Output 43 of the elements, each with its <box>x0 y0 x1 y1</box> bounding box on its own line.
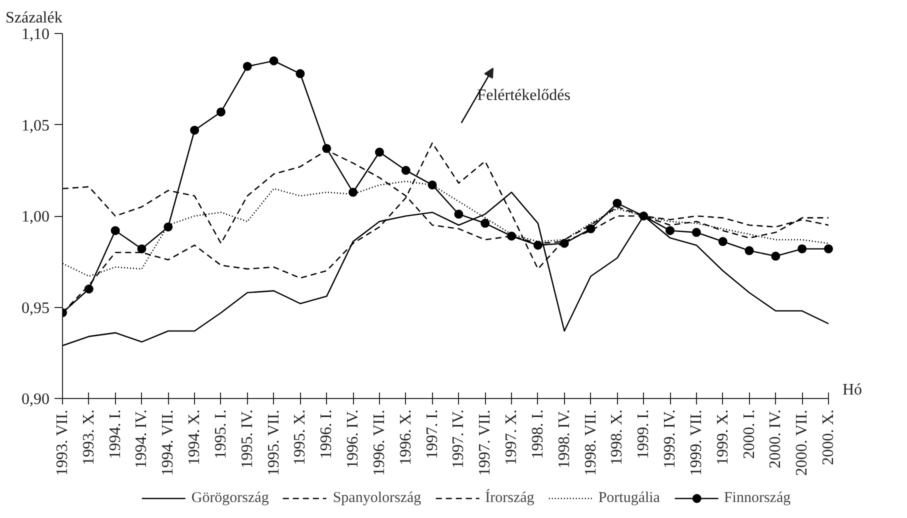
x-tick-label: 2000. X. <box>820 409 837 466</box>
legend-label: Finnország <box>724 490 791 506</box>
x-tick-label: 1993. VII. <box>54 410 71 476</box>
x-tick-label: 1995. I. <box>212 410 230 459</box>
legend-label: Írország <box>485 490 534 506</box>
x-tick-label: 1995. X. <box>292 409 309 466</box>
y-tick-label: 1,05 <box>22 117 50 134</box>
y-tick-label: 1,10 <box>22 26 50 43</box>
x-tick-label: 1995. IV. <box>238 409 256 468</box>
x-tick-label: 1998. X. <box>608 409 626 466</box>
x-tick-label: 1998. IV. <box>556 409 573 468</box>
legend-label: Spanyolország <box>332 490 422 506</box>
x-tick-label: 1993. X. <box>80 409 98 466</box>
x-tick-label: 1998. VII. <box>582 410 600 476</box>
x-tick-label: 1994. I. <box>106 410 124 459</box>
x-tick-label: 1997. VII. <box>476 410 494 476</box>
y-tick-label: 0,95 <box>22 300 50 317</box>
y-axis-title: Százalék <box>6 10 62 26</box>
x-tick-label: 1994. X. <box>186 409 204 466</box>
x-tick-label: 1999. VII. <box>688 410 705 476</box>
y-tick-label: 0,90 <box>22 391 50 408</box>
x-tick-label: 1998. I. <box>529 410 546 459</box>
x-tick-label: 1994. VII. <box>160 410 177 476</box>
x-tick-label: 1997. IV. <box>450 409 468 468</box>
annotation: Felértékelődés <box>477 87 570 104</box>
x-tick-label: 2000. IV. <box>767 409 784 468</box>
y-tick-label: 1,00 <box>22 208 50 226</box>
x-tick-label: 2000. VII. <box>794 410 811 476</box>
x-tick-label: 1996. VII. <box>370 410 388 476</box>
legend-label: Görögország <box>191 490 269 506</box>
x-tick-label: 1994. IV. <box>133 409 150 468</box>
x-tick-label: 1997. I. <box>424 410 441 459</box>
x-tick-label: 2000. I. <box>740 410 758 459</box>
x-tick-label: 1999. X. <box>714 409 732 466</box>
x-tick-label: 1999. IV. <box>662 409 679 468</box>
legend-label: Portugália <box>598 490 660 506</box>
x-tick-label: 1996. IV. <box>344 409 362 468</box>
x-tick-label: 1999. I. <box>635 410 652 459</box>
x-axis-title: Hó <box>842 382 862 398</box>
x-tick-label: 1997. X. <box>503 409 520 466</box>
x-tick-label: 1996. X. <box>397 409 414 466</box>
x-tick-label: 1995. VII. <box>265 410 282 476</box>
x-tick-label: 1996. I. <box>318 410 336 459</box>
